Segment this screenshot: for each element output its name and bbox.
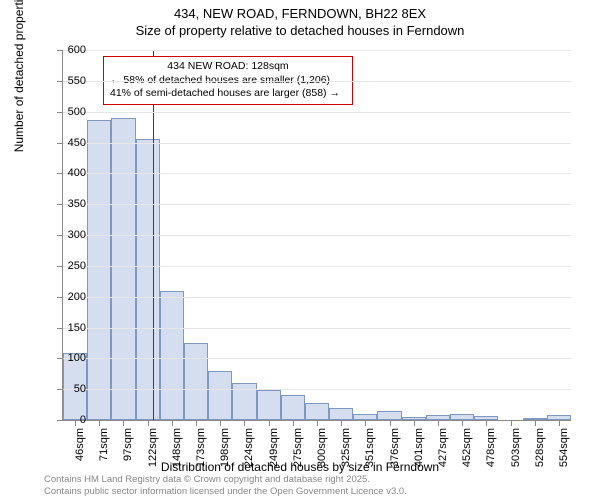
gridline bbox=[63, 204, 571, 205]
x-tick bbox=[438, 420, 439, 426]
x-tick-label: 554sqm bbox=[558, 428, 570, 478]
x-tick-label: 452sqm bbox=[461, 428, 473, 478]
histogram-bar bbox=[136, 139, 160, 420]
x-tick-label: 198sqm bbox=[219, 428, 231, 478]
histogram-bar bbox=[377, 411, 401, 420]
y-axis-title: Number of detached properties bbox=[12, 0, 26, 152]
x-tick-label: 275sqm bbox=[292, 428, 304, 478]
y-tick-label: 350 bbox=[46, 198, 86, 210]
x-tick-label: 325sqm bbox=[340, 428, 352, 478]
x-tick-label: 427sqm bbox=[437, 428, 449, 478]
histogram-bar bbox=[208, 371, 232, 420]
annotation-line-3: 41% of semi-detached houses are larger (… bbox=[110, 87, 346, 101]
x-tick bbox=[559, 420, 560, 426]
annotation-line-1: 434 NEW ROAD: 128sqm bbox=[110, 60, 346, 74]
y-tick-label: 200 bbox=[46, 291, 86, 303]
y-tick-label: 100 bbox=[46, 352, 86, 364]
gridline bbox=[63, 297, 571, 298]
y-tick-label: 500 bbox=[46, 106, 86, 118]
x-tick bbox=[414, 420, 415, 426]
chart-container: 434, NEW ROAD, FERNDOWN, BH22 8EX Size o… bbox=[0, 0, 600, 500]
y-tick-label: 50 bbox=[46, 383, 86, 395]
y-tick-label: 300 bbox=[46, 229, 86, 241]
histogram-bar bbox=[281, 395, 305, 420]
x-tick bbox=[390, 420, 391, 426]
x-tick-label: 71sqm bbox=[98, 428, 110, 478]
x-tick-label: 148sqm bbox=[171, 428, 183, 478]
title-line-1: 434, NEW ROAD, FERNDOWN, BH22 8EX bbox=[0, 6, 600, 23]
x-tick bbox=[486, 420, 487, 426]
x-tick bbox=[172, 420, 173, 426]
x-tick bbox=[462, 420, 463, 426]
x-tick bbox=[293, 420, 294, 426]
x-tick bbox=[511, 420, 512, 426]
plot-area: 434 NEW ROAD: 128sqm ← 58% of detached h… bbox=[62, 50, 571, 421]
gridline bbox=[63, 358, 571, 359]
x-tick bbox=[99, 420, 100, 426]
histogram-bar bbox=[257, 390, 281, 420]
histogram-bar bbox=[329, 408, 353, 420]
title-line-2: Size of property relative to detached ho… bbox=[0, 23, 600, 40]
x-tick bbox=[220, 420, 221, 426]
x-tick-label: 46sqm bbox=[74, 428, 86, 478]
gridline bbox=[63, 50, 571, 51]
chart-title: 434, NEW ROAD, FERNDOWN, BH22 8EX Size o… bbox=[0, 0, 600, 40]
gridline bbox=[63, 328, 571, 329]
gridline bbox=[63, 389, 571, 390]
gridline bbox=[63, 235, 571, 236]
x-tick-label: 224sqm bbox=[243, 428, 255, 478]
gridline bbox=[63, 266, 571, 267]
histogram-bar bbox=[87, 120, 111, 420]
x-tick bbox=[244, 420, 245, 426]
x-tick bbox=[365, 420, 366, 426]
x-tick-label: 300sqm bbox=[316, 428, 328, 478]
gridline bbox=[63, 81, 571, 82]
x-tick-label: 351sqm bbox=[364, 428, 376, 478]
x-tick-label: 478sqm bbox=[485, 428, 497, 478]
x-tick bbox=[196, 420, 197, 426]
y-tick-label: 400 bbox=[46, 167, 86, 179]
x-tick bbox=[148, 420, 149, 426]
y-tick-label: 600 bbox=[46, 44, 86, 56]
x-tick-label: 173sqm bbox=[195, 428, 207, 478]
x-tick bbox=[123, 420, 124, 426]
histogram-bar bbox=[305, 403, 329, 420]
histogram-bar bbox=[184, 343, 208, 420]
y-tick-label: 550 bbox=[46, 75, 86, 87]
y-tick-label: 250 bbox=[46, 260, 86, 272]
x-tick-label: 528sqm bbox=[534, 428, 546, 478]
x-tick bbox=[317, 420, 318, 426]
histogram-bar bbox=[111, 118, 135, 420]
x-tick bbox=[341, 420, 342, 426]
y-tick-label: 450 bbox=[46, 137, 86, 149]
histogram-bar bbox=[160, 291, 184, 421]
x-tick-label: 503sqm bbox=[510, 428, 522, 478]
footer-line-2: Contains public sector information licen… bbox=[44, 486, 407, 498]
x-tick-label: 97sqm bbox=[122, 428, 134, 478]
x-tick bbox=[535, 420, 536, 426]
gridline bbox=[63, 173, 571, 174]
y-tick-label: 0 bbox=[46, 414, 86, 426]
y-tick-label: 150 bbox=[46, 322, 86, 334]
x-tick bbox=[269, 420, 270, 426]
x-tick-label: 401sqm bbox=[413, 428, 425, 478]
x-tick-label: 122sqm bbox=[147, 428, 159, 478]
gridline bbox=[63, 143, 571, 144]
x-tick-label: 376sqm bbox=[389, 428, 401, 478]
gridline bbox=[63, 112, 571, 113]
x-tick-label: 249sqm bbox=[268, 428, 280, 478]
